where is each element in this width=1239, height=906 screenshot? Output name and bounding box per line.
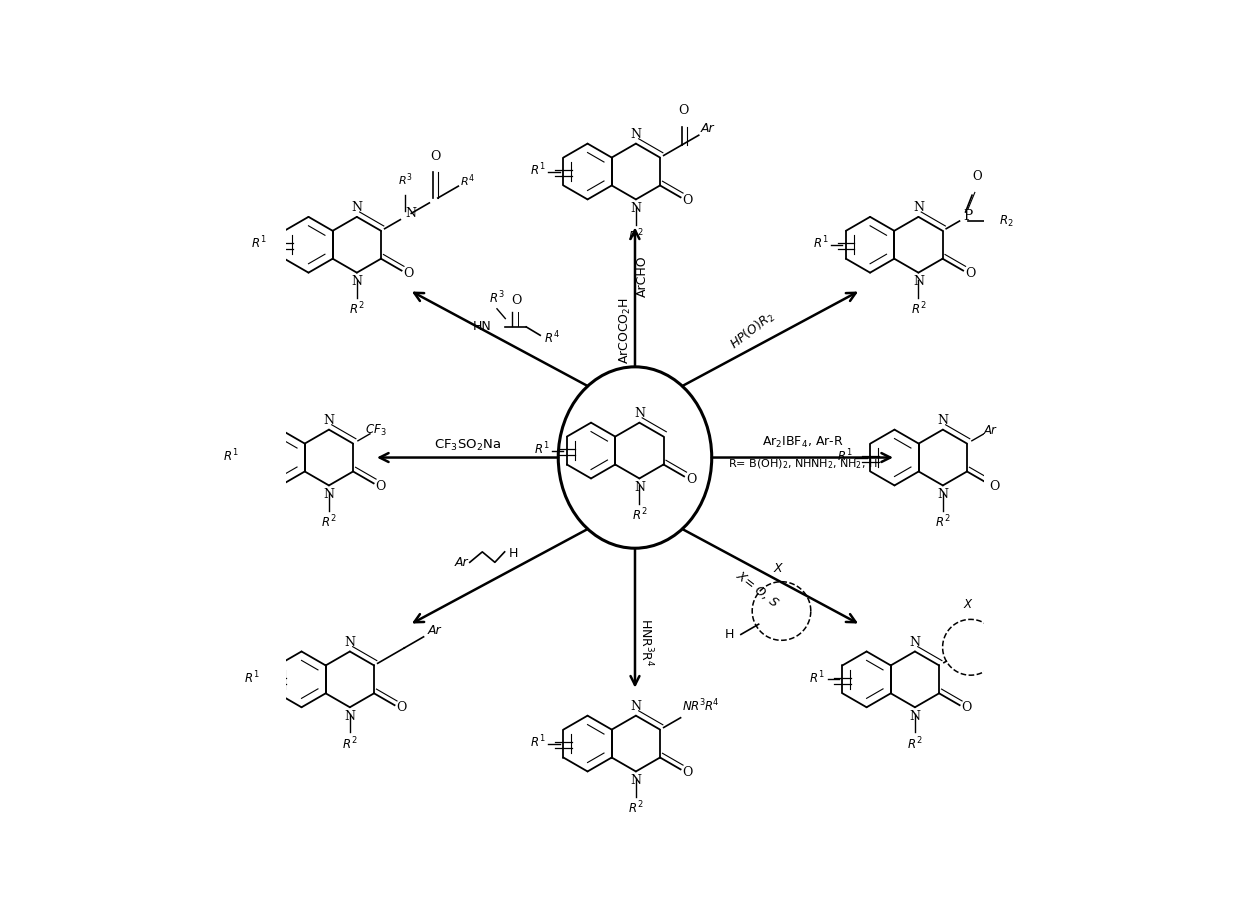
Text: $R^2$: $R^2$ bbox=[632, 506, 647, 523]
Text: O: O bbox=[686, 473, 696, 486]
Text: O: O bbox=[375, 479, 387, 493]
Text: H: H bbox=[725, 628, 733, 641]
Text: H: H bbox=[509, 547, 518, 561]
Text: N: N bbox=[938, 414, 948, 427]
Text: $R^2$: $R^2$ bbox=[935, 514, 950, 530]
Text: N: N bbox=[323, 414, 335, 427]
Text: ArCHO: ArCHO bbox=[636, 255, 648, 297]
Text: N: N bbox=[631, 202, 642, 215]
Text: N: N bbox=[909, 636, 921, 649]
Text: $R^2$: $R^2$ bbox=[342, 736, 358, 752]
Text: N: N bbox=[913, 201, 924, 215]
Text: HNR$^3$R$^4$: HNR$^3$R$^4$ bbox=[638, 618, 654, 667]
Text: $X$= O, S: $X$= O, S bbox=[733, 568, 782, 610]
Text: R= B(OH)$_2$, NHNH$_2$, NH$_2$, H: R= B(OH)$_2$, NHNH$_2$, NH$_2$, H bbox=[727, 458, 877, 471]
Text: Ar: Ar bbox=[455, 555, 468, 569]
Text: NR$^3$R$^4$: NR$^3$R$^4$ bbox=[683, 698, 720, 714]
Text: $R^1$: $R^1$ bbox=[244, 670, 260, 686]
Text: O: O bbox=[973, 169, 983, 183]
Text: O: O bbox=[683, 766, 693, 778]
Text: N: N bbox=[909, 709, 921, 723]
Text: O: O bbox=[683, 194, 693, 207]
Text: N: N bbox=[352, 275, 362, 288]
Text: N: N bbox=[631, 774, 642, 787]
Text: N: N bbox=[352, 201, 362, 215]
Text: $R^2$: $R^2$ bbox=[321, 514, 337, 530]
Text: $R_2$: $R_2$ bbox=[1000, 214, 1014, 228]
Text: ArCOCO$_2$H: ArCOCO$_2$H bbox=[618, 297, 633, 364]
Text: N: N bbox=[631, 128, 642, 141]
Text: $R^1$: $R^1$ bbox=[252, 235, 266, 252]
Text: O: O bbox=[512, 294, 522, 307]
Text: N: N bbox=[405, 207, 416, 220]
Text: O: O bbox=[430, 150, 440, 163]
Text: Ar: Ar bbox=[984, 424, 996, 437]
Text: $R^1$: $R^1$ bbox=[223, 448, 239, 465]
Text: $R^2$: $R^2$ bbox=[628, 799, 643, 816]
Text: $R^1$: $R^1$ bbox=[530, 734, 545, 750]
Text: $R^3$: $R^3$ bbox=[398, 171, 413, 188]
Text: Ar: Ar bbox=[700, 122, 714, 136]
Text: X: X bbox=[963, 598, 971, 611]
Text: O: O bbox=[396, 701, 406, 715]
Text: N: N bbox=[913, 275, 924, 288]
Text: HN: HN bbox=[472, 321, 492, 333]
Text: $R^2$: $R^2$ bbox=[911, 301, 926, 317]
Text: $R^1$: $R^1$ bbox=[838, 448, 852, 465]
Text: O: O bbox=[678, 104, 689, 117]
Text: P: P bbox=[964, 209, 973, 223]
Text: N: N bbox=[631, 700, 642, 713]
Text: $R^2$: $R^2$ bbox=[907, 736, 923, 752]
Text: $HP(O)R_2$: $HP(O)R_2$ bbox=[727, 308, 778, 352]
Text: $R^1$: $R^1$ bbox=[809, 670, 825, 686]
Text: N: N bbox=[323, 488, 335, 501]
Text: O: O bbox=[965, 267, 975, 280]
Text: CF$_3$: CF$_3$ bbox=[366, 423, 387, 438]
Text: Ar$_2$IBF$_4$, Ar-R: Ar$_2$IBF$_4$, Ar-R bbox=[762, 435, 844, 449]
Text: N: N bbox=[344, 709, 356, 723]
Text: $R^4$: $R^4$ bbox=[461, 172, 476, 188]
Text: $R^3$: $R^3$ bbox=[489, 289, 504, 306]
Text: O: O bbox=[990, 479, 1000, 493]
Text: $R^1$: $R^1$ bbox=[813, 235, 828, 252]
Text: N: N bbox=[634, 407, 644, 420]
Text: $R^2$: $R^2$ bbox=[628, 227, 643, 244]
Text: $R^1$: $R^1$ bbox=[534, 441, 549, 458]
Text: N: N bbox=[938, 488, 948, 501]
Text: Ar: Ar bbox=[427, 624, 441, 637]
Text: N: N bbox=[344, 636, 356, 649]
Text: CF$_3$SO$_2$Na: CF$_3$SO$_2$Na bbox=[434, 438, 502, 452]
Text: X: X bbox=[773, 562, 782, 574]
Text: O: O bbox=[404, 267, 414, 280]
Text: N: N bbox=[634, 481, 644, 494]
Text: $R^2$: $R^2$ bbox=[349, 301, 364, 317]
Text: $R^1$: $R^1$ bbox=[530, 162, 545, 178]
Text: O: O bbox=[961, 701, 973, 715]
Text: $R^4$: $R^4$ bbox=[544, 330, 560, 346]
